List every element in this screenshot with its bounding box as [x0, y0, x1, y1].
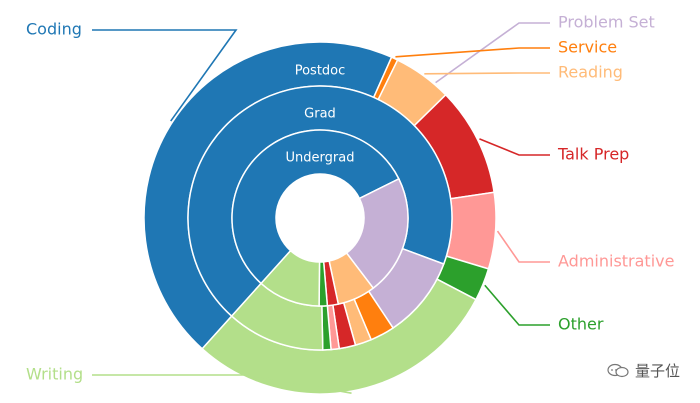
ring-label-grad: Grad	[304, 107, 336, 122]
leader-line-other	[484, 284, 550, 326]
legend-label-other: Other	[558, 315, 604, 334]
legend-label-reading: Reading	[558, 63, 623, 82]
watermark: 量子位	[607, 360, 680, 381]
leader-line-administrative	[496, 230, 550, 263]
leader-line-writing	[92, 374, 352, 394]
callout-other: Other	[484, 284, 604, 334]
leader-line-talk-prep	[479, 138, 550, 156]
callout-service: Service	[395, 38, 617, 58]
callout-coding: Coding	[26, 20, 238, 122]
callout-talk-prep: Talk Prep	[479, 138, 629, 164]
leader-line-service	[395, 47, 550, 58]
legend-label-problem-set: Problem Set	[558, 13, 655, 32]
chat-bubble-icon	[607, 363, 629, 377]
leader-line-coding	[92, 29, 238, 122]
wedge-undergrad-coding	[231, 129, 400, 285]
legend-label-coding: Coding	[26, 20, 82, 39]
ring-label-postdoc: Postdoc	[295, 64, 346, 79]
callout-administrative: Administrative	[496, 230, 674, 271]
ring-grad	[187, 85, 453, 351]
legend-label-talk-prep: Talk Prep	[557, 145, 629, 164]
ring-undergrad	[231, 129, 409, 307]
watermark-text: 量子位	[634, 362, 680, 380]
legend-label-administrative: Administrative	[558, 252, 674, 271]
wedge-postdoc-administrative	[445, 191, 497, 270]
wedge-undergrad-writing	[260, 249, 321, 307]
callout-writing: Writing	[26, 365, 352, 394]
leader-line-reading	[424, 72, 550, 75]
ring-label-undergrad: Undergrad	[286, 151, 355, 166]
legend-label-service: Service	[558, 38, 617, 57]
legend-label-writing: Writing	[26, 365, 83, 384]
callout-problem-set: Problem Set	[435, 13, 655, 84]
leader-line-problem-set	[435, 22, 550, 84]
callout-reading: Reading	[424, 63, 623, 82]
